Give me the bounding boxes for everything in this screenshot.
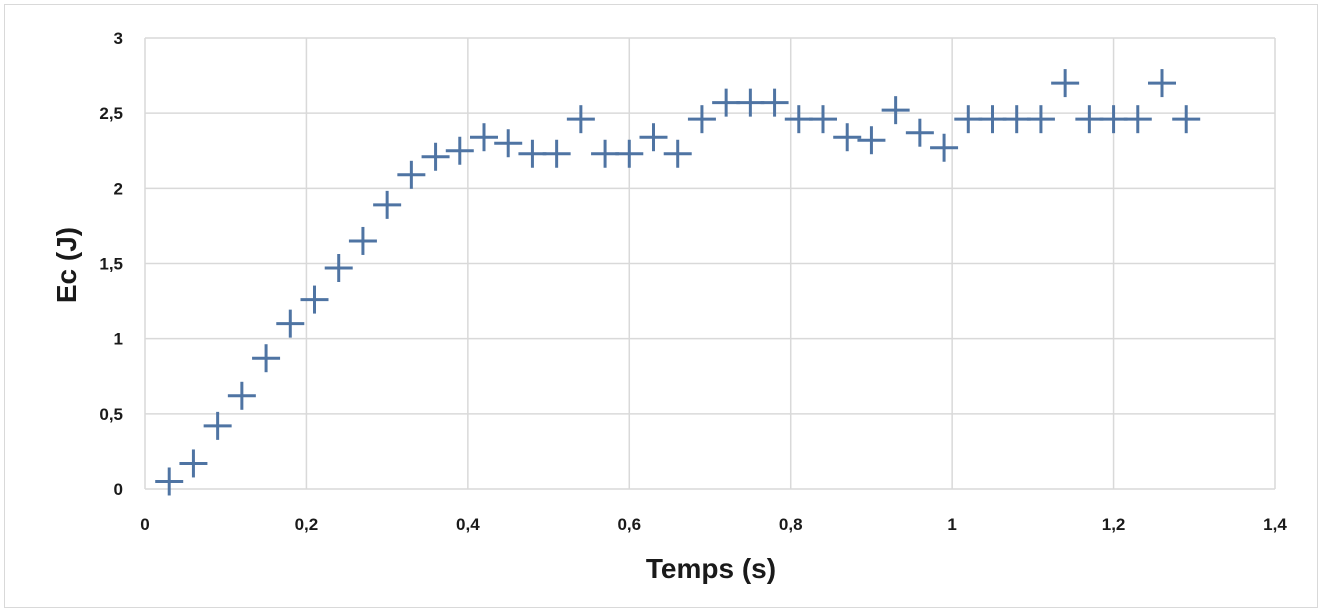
data-point xyxy=(881,96,910,125)
y-tick-label: 2,5 xyxy=(99,104,123,123)
x-tick-label: 0,4 xyxy=(456,515,480,534)
data-point xyxy=(252,344,281,373)
data-point xyxy=(1002,105,1031,134)
data-point xyxy=(227,381,256,410)
x-tick-label: 1,2 xyxy=(1102,515,1126,534)
y-tick-label: 0 xyxy=(114,480,123,499)
x-tick-labels: 0 0,2 0,4 0,6 0,8 1 1,2 1,4 xyxy=(140,515,1287,534)
x-tick-label: 0,2 xyxy=(295,515,319,534)
chart-frame xyxy=(4,4,1318,608)
data-point xyxy=(1123,105,1152,134)
data-points xyxy=(155,69,1201,496)
data-point xyxy=(324,254,353,283)
x-tick-label: 1,4 xyxy=(1263,515,1287,534)
data-point xyxy=(421,142,450,171)
data-point xyxy=(1051,69,1080,98)
data-point xyxy=(591,139,620,168)
data-point xyxy=(445,136,474,165)
data-point xyxy=(203,411,232,440)
data-point xyxy=(905,118,934,147)
data-point xyxy=(712,88,741,117)
y-tick-label: 1 xyxy=(114,330,123,349)
data-point xyxy=(978,105,1007,134)
data-point xyxy=(276,309,305,338)
x-tick-label: 0,6 xyxy=(617,515,641,534)
data-point xyxy=(954,105,983,134)
data-point xyxy=(760,88,789,117)
data-point xyxy=(179,449,208,478)
data-point xyxy=(736,88,765,117)
data-point xyxy=(1075,105,1104,134)
data-point xyxy=(687,105,716,134)
data-point xyxy=(1026,105,1055,134)
x-tick-label: 1 xyxy=(947,515,956,534)
y-tick-label: 2 xyxy=(114,179,123,198)
data-point xyxy=(639,123,668,152)
gridlines xyxy=(144,37,1276,490)
data-point xyxy=(566,105,595,134)
data-point xyxy=(542,139,571,168)
data-point xyxy=(930,133,959,162)
data-point xyxy=(470,123,498,152)
data-point xyxy=(348,226,377,255)
y-tick-labels: 0 0,5 1 1,5 2 2,5 3 xyxy=(99,29,123,499)
data-point xyxy=(663,139,692,168)
data-point xyxy=(155,467,184,496)
data-point xyxy=(518,139,547,168)
data-point xyxy=(615,139,644,168)
data-point xyxy=(397,160,426,189)
y-axis-title: Ec (J) xyxy=(51,227,82,303)
data-point xyxy=(494,129,523,158)
x-tick-label: 0 xyxy=(140,515,149,534)
data-point xyxy=(833,123,862,152)
data-point xyxy=(1172,105,1201,134)
data-point xyxy=(300,285,329,314)
data-point xyxy=(373,190,402,219)
y-tick-label: 3 xyxy=(114,29,123,48)
data-point xyxy=(809,105,837,134)
x-axis-title: Temps (s) xyxy=(646,553,776,584)
x-tick-label: 0,8 xyxy=(779,515,803,534)
data-point xyxy=(1148,69,1176,98)
y-tick-label: 1,5 xyxy=(99,255,123,274)
y-tick-label: 0,5 xyxy=(99,405,123,424)
data-point xyxy=(857,126,886,155)
data-point xyxy=(1099,105,1128,134)
data-point xyxy=(784,105,813,134)
